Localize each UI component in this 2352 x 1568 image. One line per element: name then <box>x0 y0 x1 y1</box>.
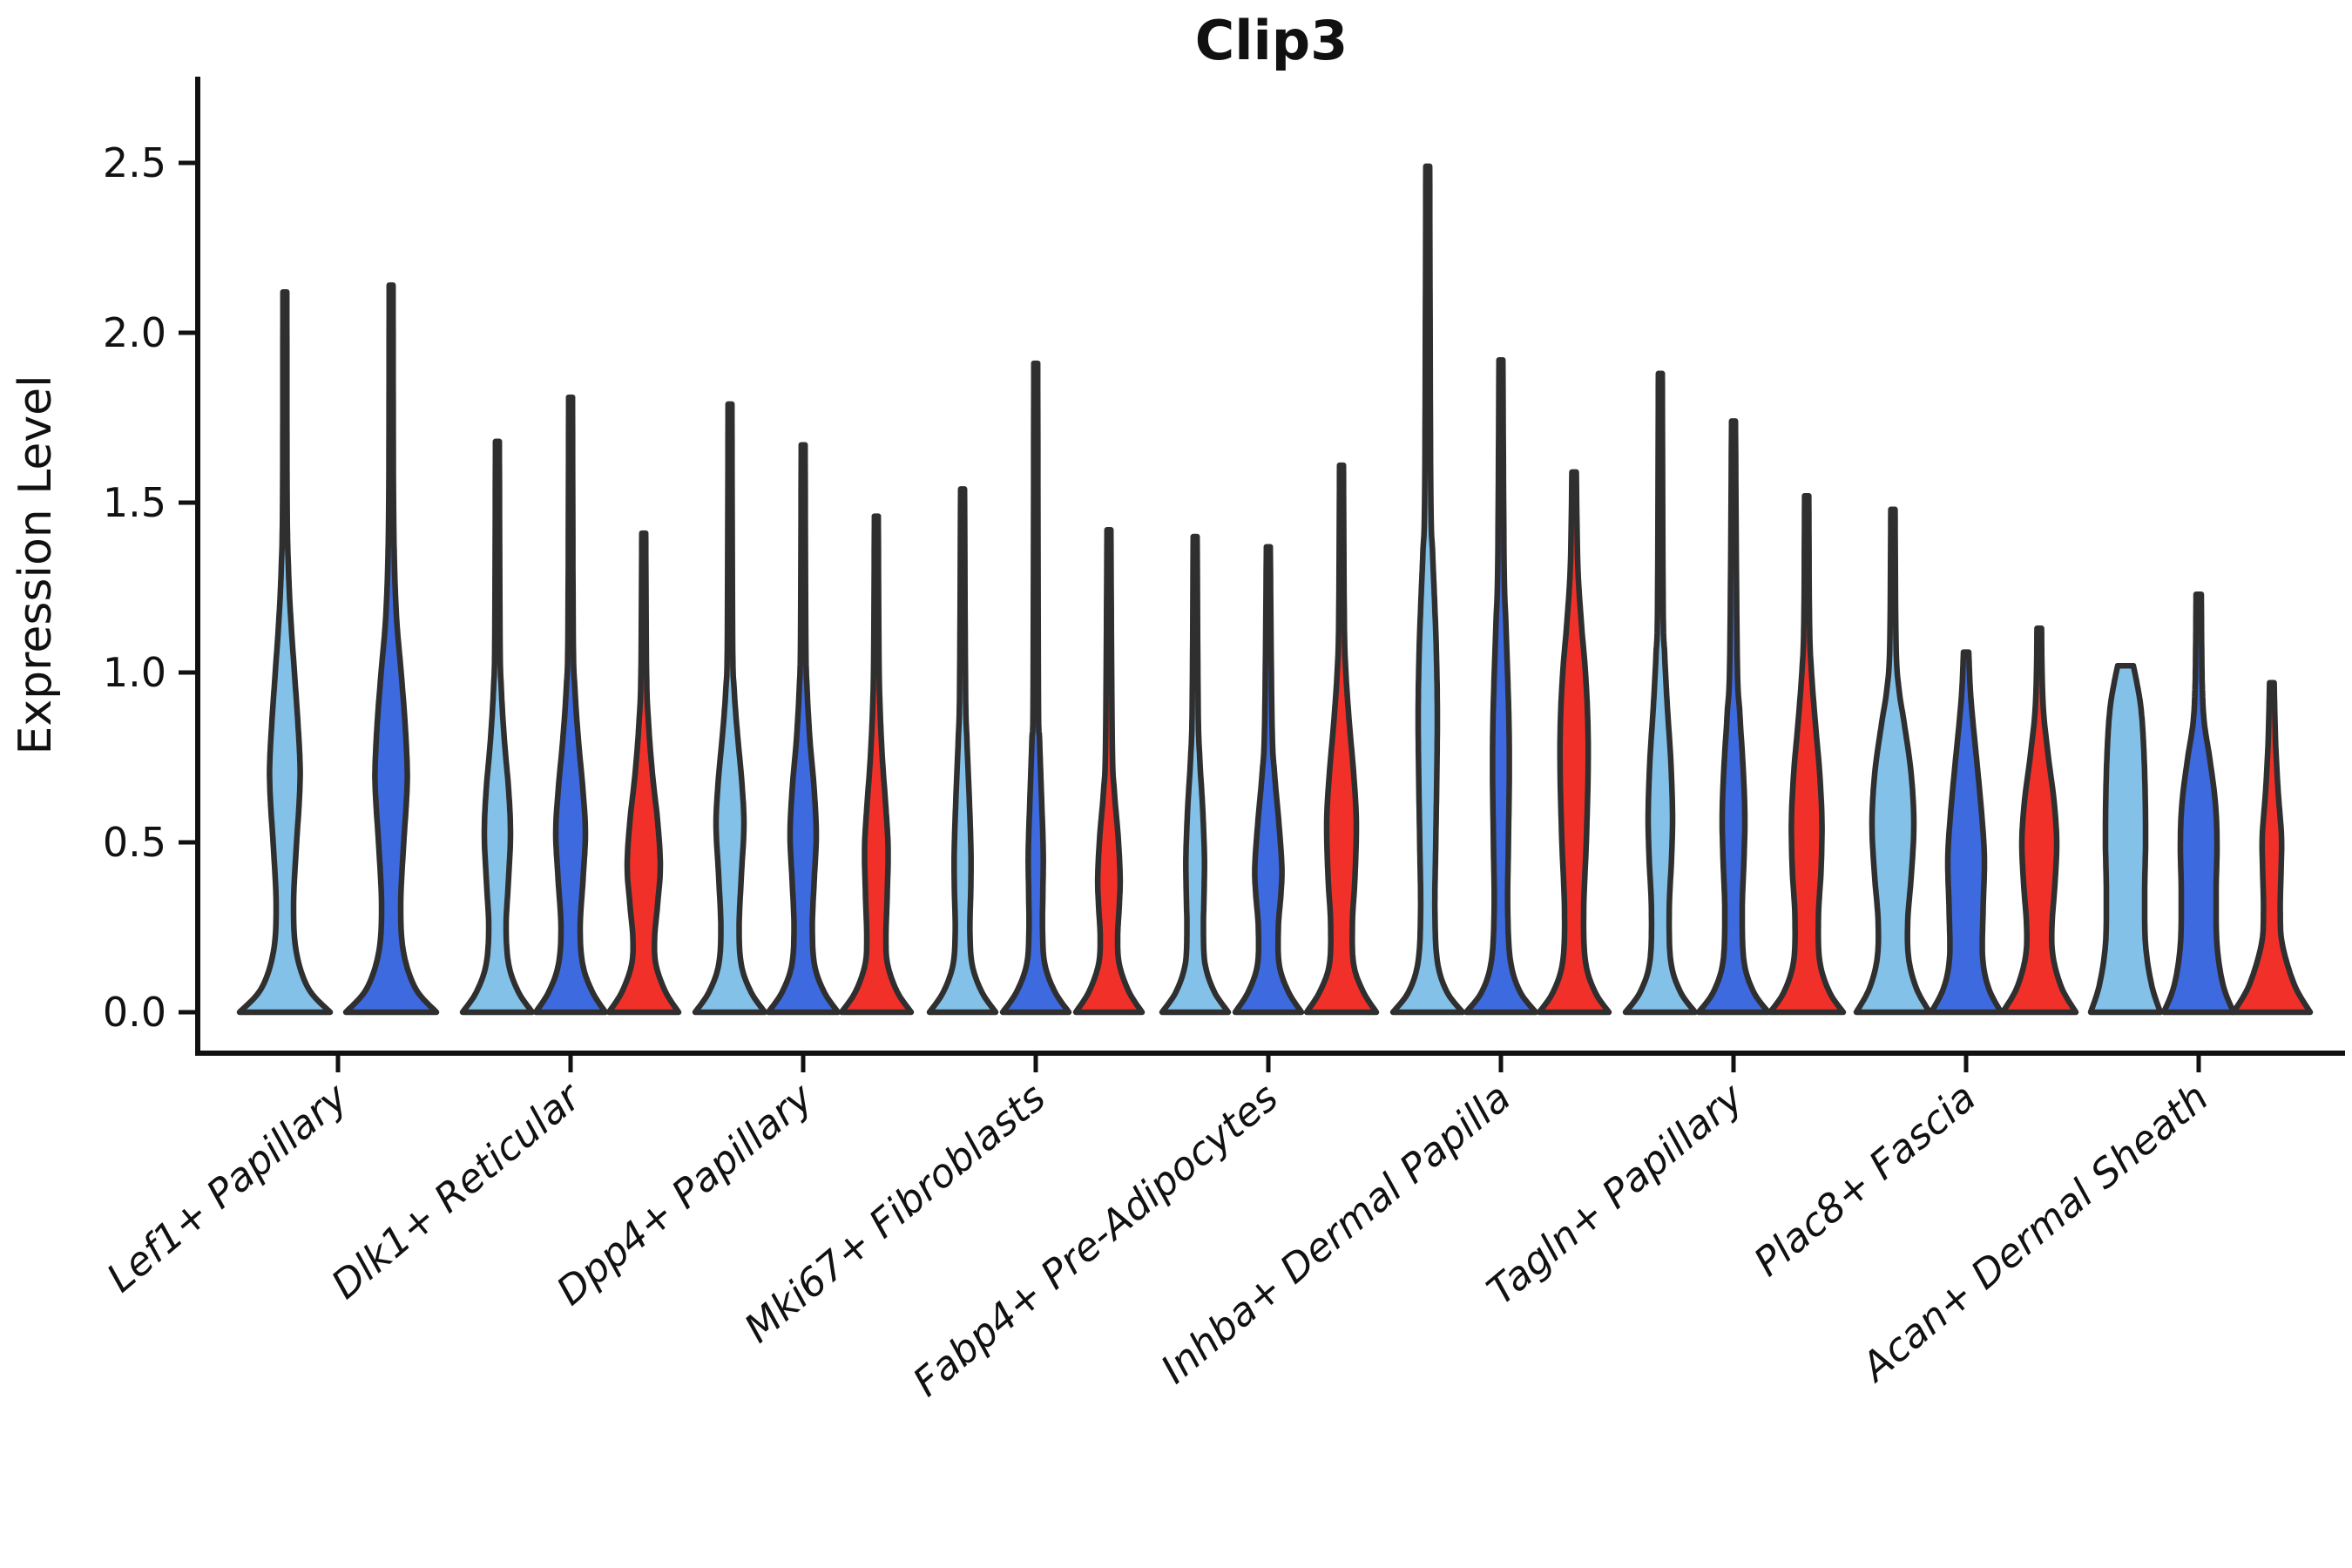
violin-dlk1-reticular-red <box>605 530 682 1016</box>
violin-plac8-fascia-royalblue <box>1928 649 2004 1016</box>
violin-plac8-fascia-red <box>1999 625 2079 1016</box>
violin-tagln-papillary-skyblue <box>1622 370 1699 1016</box>
violin-mki67-fibroblasts-royalblue <box>999 360 1072 1016</box>
violin-fabp4-pre-adipocytes-red <box>1303 462 1380 1016</box>
y-tick-label: 1.5 <box>103 479 166 526</box>
violin-inhba-dermal-papilla-skyblue <box>1389 163 1466 1016</box>
violin-plac8-fascia-skyblue <box>1853 506 1933 1016</box>
x-category-label: Dlk1+ Reticular <box>322 1072 591 1308</box>
x-category-label: Plac8+ Fascia <box>1745 1074 1984 1286</box>
violin-dpp4-papillary-royalblue <box>765 442 841 1016</box>
y-tick-label: 1.0 <box>103 649 166 696</box>
y-axis-label: Expression Level <box>10 375 62 754</box>
violin-acan-dermal-sheath-skyblue <box>2087 662 2164 1016</box>
violin-fabp4-pre-adipocytes-royalblue <box>1232 544 1305 1016</box>
y-tick-label: 0.0 <box>103 989 166 1036</box>
violin-lef1-papillary-skyblue <box>236 288 334 1016</box>
x-category-label: Fabp4+ Pre-Adipocytes <box>904 1074 1287 1406</box>
violin-lef1-papillary-royalblue <box>342 282 440 1016</box>
violin-fabp4-pre-adipocytes-skyblue <box>1159 533 1232 1016</box>
violins-layer <box>236 163 2314 1016</box>
violin-dlk1-reticular-skyblue <box>459 438 536 1016</box>
violin-tagln-papillary-royalblue <box>1695 418 1772 1016</box>
violin-inhba-dermal-papilla-royalblue <box>1463 356 1539 1016</box>
y-tick-label: 2.0 <box>103 309 166 356</box>
x-category-label: Tagln+ Papillary <box>1478 1073 1753 1314</box>
chart-title: Clip3 <box>1195 9 1348 72</box>
y-tick-layer: 0.0 0.5 1.0 1.5 2.0 2.5 <box>103 139 198 1036</box>
violin-mki67-fibroblasts-red <box>1072 526 1146 1016</box>
x-category-label: Lef1+ Papillary <box>98 1073 357 1301</box>
y-tick-label: 0.5 <box>103 819 166 866</box>
violin-tagln-papillary-red <box>1767 492 1847 1016</box>
violin-dpp4-papillary-red <box>838 513 915 1016</box>
y-tick-label: 2.5 <box>103 139 166 186</box>
violin-dlk1-reticular-royalblue <box>532 394 609 1016</box>
violin-acan-dermal-sheath-red <box>2230 679 2314 1016</box>
violin-dpp4-papillary-skyblue <box>692 401 768 1016</box>
violin-mki67-fibroblasts-skyblue <box>926 486 999 1016</box>
violin-inhba-dermal-papilla-red <box>1536 469 1612 1016</box>
violin-acan-dermal-sheath-royalblue <box>2160 591 2237 1016</box>
